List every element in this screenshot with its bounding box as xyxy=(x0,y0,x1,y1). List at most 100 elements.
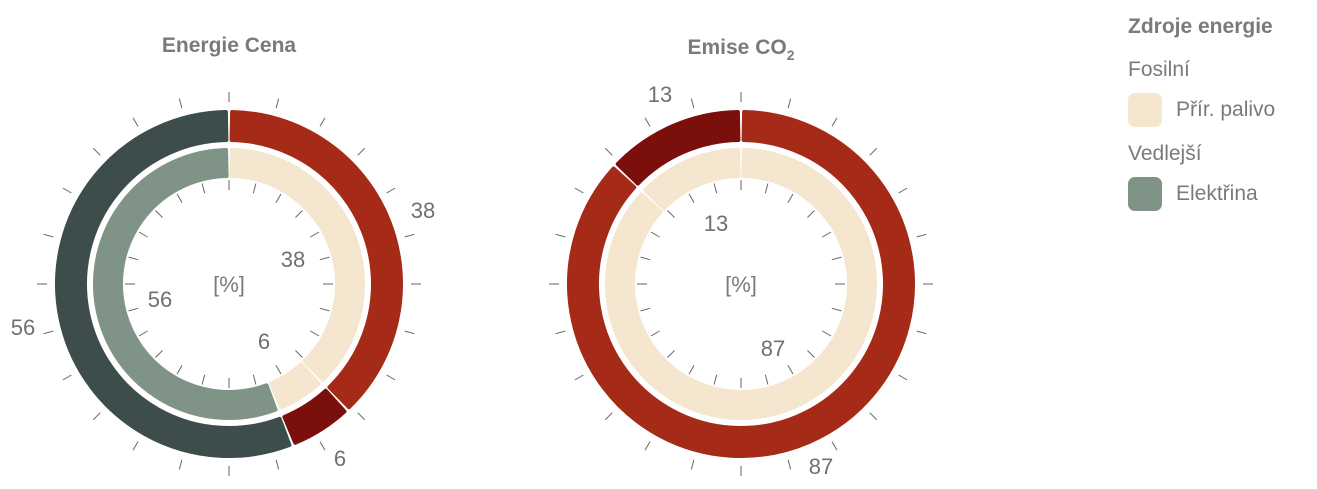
tick-mark xyxy=(713,374,718,385)
ring-slice-0 xyxy=(229,148,365,382)
tick-mark xyxy=(640,307,651,312)
tick-mark xyxy=(787,98,792,109)
legend-item-prir-palivo: Přír. palivo xyxy=(1128,92,1313,128)
tick-mark xyxy=(132,117,139,127)
tick-marks xyxy=(549,92,933,476)
tick-mark xyxy=(898,374,908,381)
tick-mark xyxy=(319,441,326,451)
tick-mark xyxy=(357,147,366,156)
tick-mark xyxy=(62,374,72,381)
tick-mark xyxy=(807,210,815,218)
tick-mark xyxy=(831,441,838,451)
outer-label-c: 56 xyxy=(11,315,35,340)
legend-swatch xyxy=(1128,177,1162,211)
tick-mark xyxy=(831,256,842,261)
tick-mark xyxy=(555,233,566,238)
tick-marks xyxy=(37,92,421,476)
tick-mark xyxy=(713,183,718,194)
ring-slice-1 xyxy=(268,362,321,410)
tick-mark xyxy=(128,307,139,312)
tick-mark xyxy=(822,231,832,238)
chart-energie-cena: Energie Cena [%] 38 6 56 38 6 56 xyxy=(11,34,435,476)
chart-title: Emise CO2 xyxy=(687,36,794,63)
tick-mark xyxy=(43,330,54,335)
tick-mark xyxy=(916,233,927,238)
tick-mark xyxy=(252,374,257,385)
tick-mark xyxy=(319,307,330,312)
tick-mark xyxy=(295,350,303,358)
tick-mark xyxy=(787,459,792,470)
center-unit-label: [%] xyxy=(213,272,245,297)
tick-mark xyxy=(688,193,695,203)
tick-mark xyxy=(667,350,675,358)
tick-mark xyxy=(644,441,651,451)
tick-mark xyxy=(898,187,908,194)
tick-mark xyxy=(667,210,675,218)
tick-mark xyxy=(252,183,257,194)
tick-mark xyxy=(176,365,183,375)
tick-mark xyxy=(688,365,695,375)
tick-mark xyxy=(178,459,183,470)
inner-label-b: 13 xyxy=(704,211,728,236)
ring-slice-0 xyxy=(229,110,403,410)
legend-group-vedlejsi: Vedlejší xyxy=(1128,142,1202,165)
tick-mark xyxy=(43,233,54,238)
inner-label-a: 38 xyxy=(281,247,305,272)
outer-label-a: 87 xyxy=(809,454,833,479)
ring-slice-1 xyxy=(615,110,741,186)
ring-slice-2 xyxy=(93,148,278,420)
tick-mark xyxy=(650,231,660,238)
tick-mark xyxy=(386,374,396,381)
ring-slice-0 xyxy=(567,110,915,458)
tick-mark xyxy=(132,441,139,451)
tick-mark xyxy=(831,307,842,312)
tick-mark xyxy=(128,256,139,261)
tick-mark xyxy=(310,231,320,238)
ring-slice-2 xyxy=(55,110,292,458)
legend: Zdroje energie Fosilní Přír. palivo Vedl… xyxy=(1128,10,1313,212)
tick-mark xyxy=(178,98,183,109)
inner-label-b: 6 xyxy=(258,329,270,354)
inner-ring xyxy=(605,148,877,420)
outer-ring xyxy=(55,110,403,458)
tick-mark xyxy=(644,117,651,127)
outer-label-b: 6 xyxy=(334,446,346,471)
ring-slice-1 xyxy=(643,148,741,211)
tick-mark xyxy=(916,330,927,335)
tick-mark xyxy=(650,330,660,337)
tick-mark xyxy=(690,98,695,109)
ring-slice-0 xyxy=(605,148,877,420)
tick-mark xyxy=(275,459,280,470)
outer-label-a: 38 xyxy=(411,198,435,223)
tick-mark xyxy=(155,210,163,218)
inner-label-c: 56 xyxy=(148,287,172,312)
tick-mark xyxy=(787,365,794,375)
outer-label-b: 13 xyxy=(648,82,672,107)
tick-mark xyxy=(201,374,206,385)
tick-mark xyxy=(138,231,148,238)
tick-mark xyxy=(92,412,101,421)
chart-emise-co2: Emise CO2 [%] 87 13 87 13 xyxy=(549,36,933,479)
tick-mark xyxy=(574,187,584,194)
tick-mark xyxy=(604,412,613,421)
chart-title: Energie Cena xyxy=(162,34,297,57)
tick-mark xyxy=(176,193,183,203)
legend-group-fosilni: Fosilní xyxy=(1128,58,1190,81)
tick-mark xyxy=(319,117,326,127)
inner-ring xyxy=(93,148,365,420)
tick-mark xyxy=(574,374,584,381)
tick-mark xyxy=(275,98,280,109)
tick-mark xyxy=(201,183,206,194)
tick-mark xyxy=(640,256,651,261)
tick-mark xyxy=(357,412,366,421)
legend-item-elektrina: Elektřina xyxy=(1128,176,1313,212)
tick-mark xyxy=(310,330,320,337)
tick-mark xyxy=(764,374,769,385)
tick-mark xyxy=(155,350,163,358)
tick-mark xyxy=(604,147,613,156)
legend-item-label: Přír. palivo xyxy=(1176,98,1276,121)
tick-mark xyxy=(138,330,148,337)
tick-mark xyxy=(319,256,330,261)
tick-mark xyxy=(807,350,815,358)
tick-mark xyxy=(295,210,303,218)
